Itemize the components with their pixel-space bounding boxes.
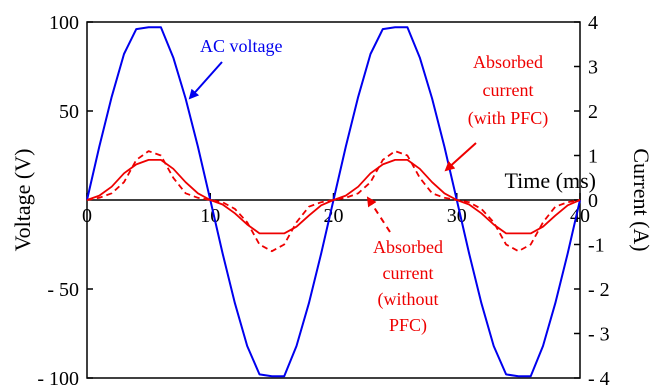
without-pfc-arrow: [366, 196, 391, 233]
with-pfc-line-2: current: [483, 80, 534, 100]
x-tick-label-3: 30: [447, 205, 467, 227]
left-tick-label-0: 100: [49, 12, 79, 34]
right-tick-label-6: - 2: [588, 279, 610, 301]
right-axis-label: Current (A): [629, 148, 654, 251]
right-tick-label-8: - 4: [588, 368, 610, 387]
right-axis-ticks: 4 3 2 1 0 -1 - 2 - 3 - 4: [574, 12, 610, 387]
x-tick-label-0: 0: [82, 205, 92, 227]
x-axis-ticks: 0 10 20 30 40: [82, 193, 590, 227]
right-tick-label-2: 2: [588, 101, 598, 123]
without-pfc-line-2: current: [383, 263, 434, 283]
x-tick-label-4: 40: [570, 205, 590, 227]
right-tick-label-3: 1: [588, 146, 598, 168]
right-tick-label-4: 0: [588, 190, 598, 212]
right-tick-label-7: - 3: [588, 324, 610, 346]
without-pfc-line-1: Absorbed: [373, 237, 443, 257]
with-pfc-line-1: Absorbed: [473, 52, 543, 72]
left-axis-label: Voltage (V): [10, 149, 35, 252]
right-tick-label-5: -1: [588, 235, 605, 257]
with-pfc-arrow: [444, 142, 477, 172]
left-axis-ticks: 100 50 - 50 - 100: [37, 12, 93, 387]
right-tick-label-1: 3: [588, 57, 598, 79]
ac-voltage-arrow: [188, 61, 223, 100]
without-pfc-line-3: (without: [378, 289, 439, 310]
with-pfc-line-3: (with PFC): [468, 108, 549, 129]
without-pfc-annotation: Absorbed current (without PFC): [373, 237, 443, 336]
series-line-without-pfc: [86, 150, 581, 253]
without-pfc-line-4: PFC): [389, 315, 427, 336]
x-tick-label-2: 20: [324, 205, 344, 227]
left-tick-label-3: - 100: [37, 368, 79, 387]
left-tick-label-2: - 50: [47, 279, 79, 301]
x-axis-label: Time (ms): [505, 168, 596, 193]
with-pfc-annotation: Absorbed current (with PFC): [468, 52, 549, 129]
x-tick-label-1: 10: [200, 205, 220, 227]
right-tick-label-0: 4: [588, 12, 598, 34]
series-layer: [86, 26, 581, 378]
left-tick-label-1: 50: [59, 101, 79, 123]
ac-voltage-annotation: AC voltage: [200, 36, 283, 56]
